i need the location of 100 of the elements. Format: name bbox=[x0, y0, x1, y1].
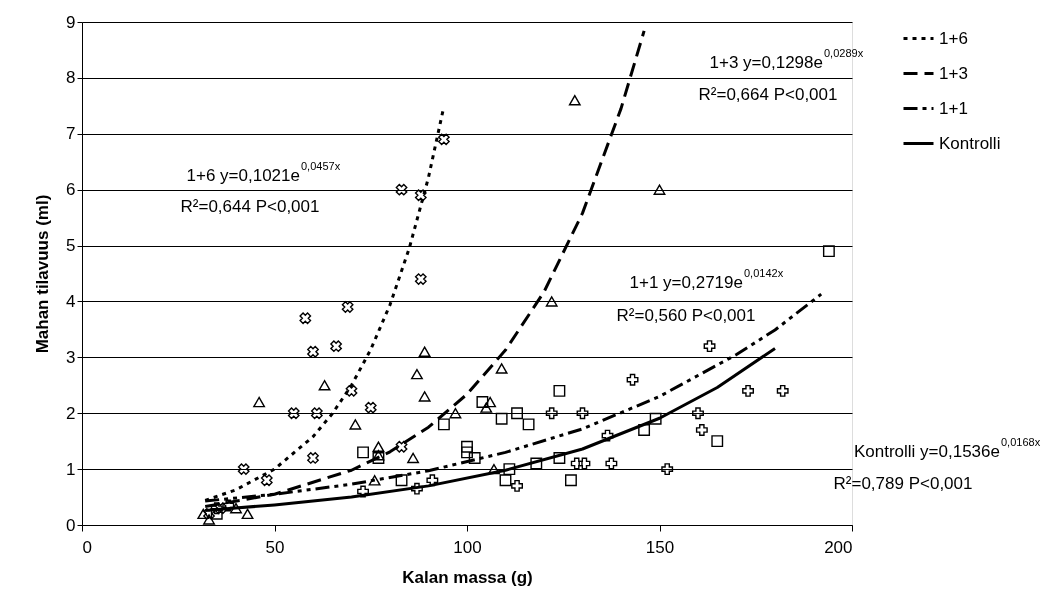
point bbox=[499, 474, 512, 487]
point bbox=[438, 133, 450, 146]
point bbox=[437, 418, 450, 431]
y-tick-label: 2 bbox=[66, 403, 76, 423]
point bbox=[260, 474, 273, 487]
point bbox=[368, 475, 381, 486]
annotation: R²=0,560 P<0,001 bbox=[616, 306, 756, 325]
point bbox=[653, 184, 666, 195]
point bbox=[480, 402, 493, 413]
point bbox=[341, 301, 354, 313]
point bbox=[210, 502, 223, 515]
point bbox=[349, 419, 362, 430]
point bbox=[299, 312, 312, 325]
point bbox=[553, 384, 566, 397]
point bbox=[638, 424, 651, 436]
point bbox=[203, 514, 215, 525]
point bbox=[565, 474, 577, 487]
point bbox=[461, 446, 473, 459]
x-axis-title: Kalan massa (g) bbox=[402, 567, 533, 587]
point bbox=[553, 451, 566, 464]
point bbox=[822, 245, 835, 258]
point bbox=[197, 508, 210, 520]
point bbox=[287, 407, 300, 420]
legend-label: 1+3 bbox=[939, 63, 968, 83]
x-tick-label: 0 bbox=[82, 537, 92, 557]
point bbox=[210, 507, 223, 520]
point bbox=[241, 508, 254, 520]
point bbox=[692, 407, 704, 420]
y-tick-label: 4 bbox=[66, 291, 76, 311]
y-tick-label: 3 bbox=[66, 347, 76, 367]
point bbox=[411, 482, 423, 495]
point bbox=[695, 424, 708, 436]
point bbox=[395, 474, 408, 487]
point bbox=[414, 189, 427, 202]
point bbox=[310, 407, 323, 420]
point bbox=[468, 451, 481, 464]
point bbox=[253, 396, 266, 408]
point bbox=[503, 463, 516, 476]
annotation: R²=0,664 P<0,001 bbox=[698, 85, 838, 104]
x-tick-label: 200 bbox=[824, 537, 853, 557]
point bbox=[407, 452, 420, 464]
y-tick-label: 1 bbox=[66, 459, 76, 479]
point bbox=[776, 384, 789, 397]
point bbox=[476, 396, 489, 408]
point bbox=[742, 384, 754, 397]
point bbox=[357, 485, 369, 498]
point bbox=[511, 407, 523, 420]
x-tick-label: 50 bbox=[265, 537, 285, 557]
point bbox=[570, 457, 583, 470]
point bbox=[449, 407, 462, 419]
point bbox=[661, 463, 674, 476]
point bbox=[484, 396, 497, 408]
x-tick-label: 100 bbox=[453, 537, 482, 557]
point bbox=[364, 401, 377, 414]
annotation: R²=0,644 P<0,001 bbox=[180, 197, 320, 216]
point bbox=[576, 407, 589, 420]
point bbox=[495, 412, 508, 425]
point bbox=[330, 340, 342, 353]
y-axis-title: Mahan tilavuus (ml) bbox=[33, 194, 53, 354]
point bbox=[345, 384, 358, 397]
point bbox=[307, 452, 319, 464]
point bbox=[230, 502, 242, 514]
point bbox=[511, 479, 523, 492]
point bbox=[530, 457, 543, 470]
point bbox=[418, 346, 431, 357]
point bbox=[418, 391, 431, 402]
point bbox=[411, 368, 423, 380]
point bbox=[318, 380, 331, 391]
y-tick-label: 0 bbox=[66, 515, 76, 535]
point bbox=[649, 412, 662, 425]
point bbox=[703, 340, 716, 353]
legend-label: 1+6 bbox=[939, 28, 968, 48]
point bbox=[222, 499, 235, 512]
point bbox=[214, 502, 227, 515]
point bbox=[203, 507, 215, 520]
y-tick-label: 5 bbox=[66, 236, 76, 256]
legend-label: Kontrolli bbox=[939, 133, 1001, 153]
annotation: R²=0,789 P<0,001 bbox=[833, 474, 973, 493]
point bbox=[545, 296, 558, 307]
point bbox=[601, 429, 614, 442]
point bbox=[237, 463, 250, 475]
x-tick-label: 150 bbox=[645, 537, 675, 557]
point bbox=[461, 440, 473, 453]
point bbox=[357, 446, 369, 459]
point bbox=[488, 463, 500, 475]
legend-label: 1+1 bbox=[939, 98, 968, 118]
y-tick-label: 9 bbox=[66, 12, 76, 32]
point bbox=[414, 273, 427, 285]
point bbox=[495, 363, 508, 374]
y-tick-label: 8 bbox=[66, 68, 76, 88]
point bbox=[578, 457, 591, 470]
point bbox=[711, 435, 724, 448]
y-tick-label: 7 bbox=[66, 124, 76, 144]
point bbox=[395, 183, 408, 196]
point bbox=[395, 440, 408, 453]
point bbox=[522, 418, 535, 431]
point bbox=[626, 373, 639, 386]
point bbox=[426, 474, 439, 487]
point bbox=[372, 441, 385, 452]
point bbox=[545, 407, 558, 420]
